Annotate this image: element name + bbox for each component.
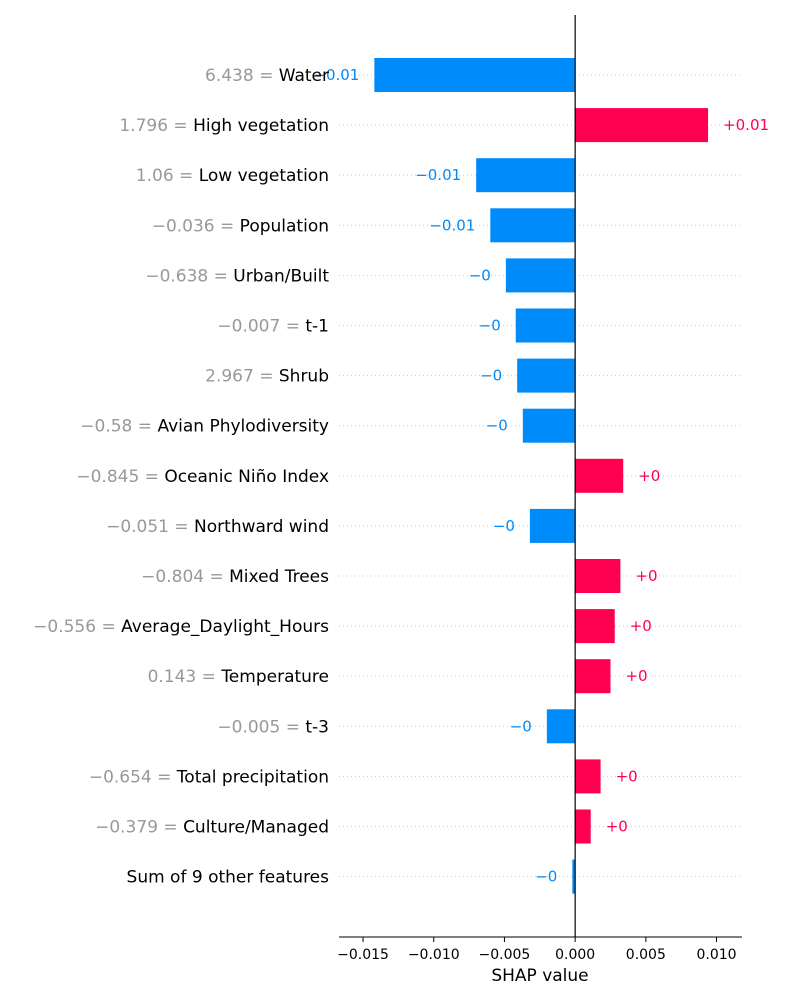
feature-value: −0.005 =	[217, 717, 305, 737]
grid-layer	[339, 74, 742, 878]
feature-name: Water	[279, 66, 329, 86]
shap-bar	[517, 358, 576, 393]
feature-label: 2.967 = Shrub	[205, 367, 329, 387]
x-tick-label: 0.010	[697, 947, 737, 963]
feature-name: t-1	[305, 317, 329, 337]
x-tick-label: 0.005	[626, 947, 666, 963]
bar-value-label: +0	[606, 818, 628, 836]
feature-label: 6.438 = Water	[205, 66, 329, 86]
feature-name: Avian Phylodiversity	[157, 417, 329, 437]
x-tick-label: −0.010	[408, 947, 460, 963]
bar-value-label: −0.01	[313, 66, 359, 84]
bar-value-label: −0	[479, 317, 501, 335]
feature-value: 2.967 =	[205, 367, 279, 387]
feature-label: −0.379 = Culture/Managed	[95, 818, 329, 838]
shap-bar	[515, 308, 576, 343]
shap-bar	[575, 559, 621, 593]
feature-value: −0.845 =	[76, 467, 164, 487]
feature-name: Culture/Managed	[183, 818, 329, 838]
feature-label: Sum of 9 other features	[127, 868, 330, 888]
feature-value: −0.007 =	[217, 317, 305, 337]
feature-name: Total precipitation	[176, 767, 329, 787]
bar-value-label: −0	[535, 868, 557, 886]
feature-label: 1.06 = Low vegetation	[136, 166, 329, 186]
feature-name: Oceanic Niño Index	[164, 467, 329, 487]
feature-name: Temperature	[220, 667, 329, 687]
feature-label: −0.051 = Northward wind	[106, 517, 329, 537]
bar-value-label: +0	[635, 567, 657, 585]
x-tick-label: −0.015	[337, 947, 389, 963]
feature-label: 1.796 = High vegetation	[119, 116, 329, 136]
feature-value: 6.438 =	[205, 66, 279, 86]
bar-value-label: −0	[510, 717, 532, 735]
feature-name: Low vegetation	[199, 166, 329, 186]
shap-bar	[546, 709, 576, 744]
feature-name: Urban/Built	[233, 266, 329, 286]
feature-value: −0.58 =	[80, 417, 157, 437]
shap-bar	[522, 408, 576, 443]
bar-value-label: −0	[493, 517, 515, 535]
feature-name: t-3	[305, 717, 329, 737]
feature-label: −0.845 = Oceanic Niño Index	[76, 467, 329, 487]
feature-label: −0.556 = Average_Daylight_Hours	[33, 617, 329, 637]
feature-name: Shrub	[279, 367, 329, 387]
feature-label: 0.143 = Temperature	[148, 667, 329, 687]
feature-name: Average_Daylight_Hours	[121, 617, 329, 637]
shap-bar	[575, 759, 601, 794]
shap-bar	[505, 258, 576, 293]
x-tick-label: −0.005	[479, 947, 531, 963]
bar-value-label: −0	[486, 417, 508, 435]
bar-value-label: −0	[469, 266, 491, 284]
feature-value: 1.796 =	[119, 116, 193, 136]
bar-value-label: −0.01	[415, 166, 461, 184]
feature-label: −0.005 = t-3	[217, 717, 329, 737]
bar-value-label: +0	[616, 767, 638, 785]
shap-bar	[575, 108, 709, 143]
feature-value: 1.06 =	[136, 166, 199, 186]
label-layer: −0.016.438 = Water+0.011.796 = High vege…	[33, 66, 769, 888]
feature-label: −0.804 = Mixed Trees	[141, 567, 329, 587]
feature-name: Population	[240, 216, 329, 236]
shap-bar	[575, 458, 624, 493]
feature-label: −0.58 = Avian Phylodiversity	[80, 417, 329, 437]
feature-label: −0.638 = Urban/Built	[145, 266, 329, 286]
x-axis-label: SHAP value	[491, 966, 588, 986]
feature-name: High vegetation	[193, 116, 329, 136]
bar-value-label: +0.01	[723, 116, 769, 134]
feature-value: 0.143 =	[148, 667, 222, 687]
x-axis: −0.015 −0.010 −0.005 0.000 0.005 0.010	[337, 15, 742, 963]
shap-bar	[575, 809, 591, 844]
bar-value-label: +0	[630, 617, 652, 635]
feature-value: −0.638 =	[145, 266, 233, 286]
shap-bar	[572, 859, 576, 894]
feature-value: −0.051 =	[106, 517, 194, 537]
feature-value: −0.804 =	[141, 567, 229, 587]
x-tick-label: 0.000	[555, 947, 595, 963]
feature-value: −0.036 =	[152, 216, 240, 236]
feature-value: −0.556 =	[33, 617, 121, 637]
shap-bar	[575, 659, 611, 694]
shap-bar	[575, 609, 615, 644]
feature-label: −0.654 = Total precipitation	[89, 767, 329, 787]
bar-value-label: +0	[638, 467, 660, 485]
shap-bar	[476, 158, 576, 193]
shap-bar	[529, 508, 576, 543]
feature-name: Northward wind	[194, 517, 329, 537]
feature-label: −0.036 = Population	[152, 216, 329, 236]
bar-layer	[374, 58, 709, 894]
bar-value-label: −0.01	[429, 216, 475, 234]
feature-value: −0.379 =	[95, 818, 183, 838]
shap-bar	[374, 58, 576, 92]
feature-name: Sum of 9 other features	[127, 868, 330, 888]
feature-name: Mixed Trees	[229, 567, 329, 587]
feature-value: −0.654 =	[89, 767, 177, 787]
feature-label: −0.007 = t-1	[217, 317, 329, 337]
bar-value-label: +0	[625, 667, 647, 685]
shap-bar	[490, 208, 576, 243]
bar-value-label: −0	[480, 367, 502, 385]
